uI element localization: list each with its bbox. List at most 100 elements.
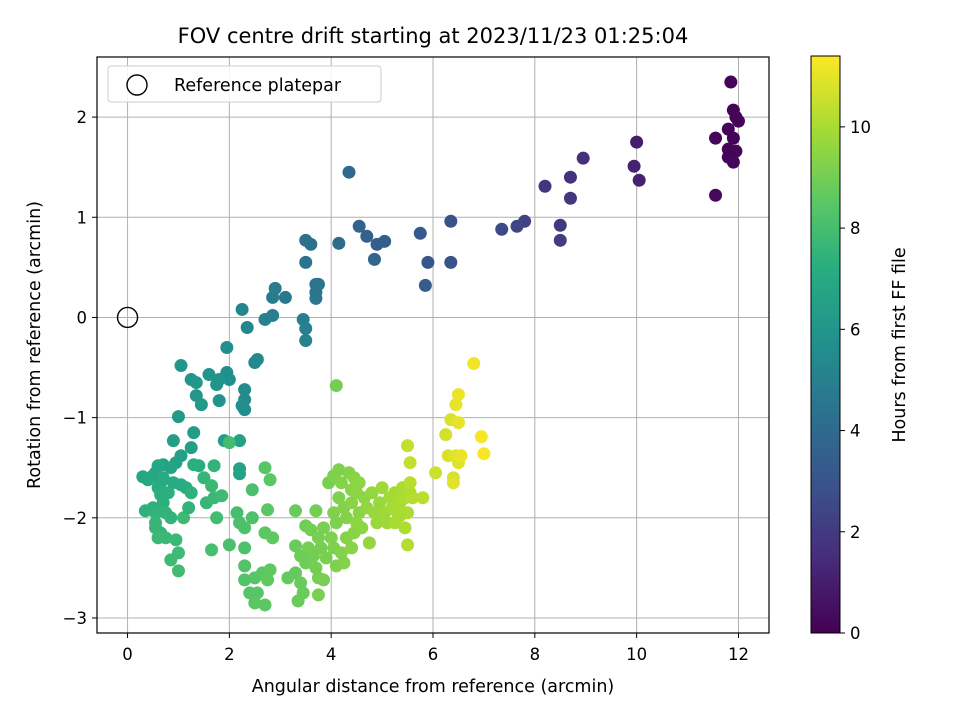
x-tick-label: 12 xyxy=(728,645,749,664)
colorbar-ticks: 0 2 4 6 8 10 xyxy=(840,118,871,643)
data-point xyxy=(156,471,170,485)
x-tick-label: 10 xyxy=(626,645,647,664)
data-point xyxy=(355,521,369,535)
data-point xyxy=(294,576,308,590)
data-point xyxy=(367,506,381,520)
data-point xyxy=(250,586,264,600)
data-point xyxy=(365,486,379,500)
data-point xyxy=(177,511,191,525)
data-point xyxy=(406,491,420,505)
data-point xyxy=(309,504,323,518)
data-point xyxy=(352,219,366,233)
data-point xyxy=(202,368,216,382)
data-point xyxy=(258,461,272,475)
data-point xyxy=(398,521,412,535)
x-tick-label: 4 xyxy=(326,645,337,664)
data-point xyxy=(238,573,252,587)
reference-marker xyxy=(116,306,139,329)
data-point xyxy=(563,191,577,205)
data-point xyxy=(149,506,163,520)
data-point xyxy=(451,388,465,402)
data-point xyxy=(309,291,323,305)
data-point xyxy=(339,511,353,525)
data-point xyxy=(329,379,343,393)
data-point xyxy=(141,473,155,487)
data-point xyxy=(401,439,415,453)
data-point xyxy=(370,237,384,251)
data-point xyxy=(263,563,277,577)
data-point xyxy=(164,461,178,475)
colorbar-tick-label: 4 xyxy=(850,422,861,441)
data-point xyxy=(238,559,252,573)
data-point xyxy=(233,434,247,448)
x-tick-label: 6 xyxy=(428,645,439,664)
data-point xyxy=(215,489,229,503)
data-point xyxy=(220,341,234,355)
data-point xyxy=(451,416,465,430)
y-tick-label: 0 xyxy=(77,308,88,327)
data-point xyxy=(235,302,249,316)
data-point xyxy=(403,456,417,470)
data-point xyxy=(169,533,183,547)
data-point xyxy=(184,486,198,500)
data-point xyxy=(352,476,366,490)
data-point xyxy=(266,290,280,304)
data-point xyxy=(495,222,509,236)
data-point xyxy=(258,598,272,612)
y-axis-ticks: −3 −2 −1 0 1 2 xyxy=(63,108,97,628)
colorbar-tick-label: 6 xyxy=(850,320,861,339)
data-point xyxy=(184,441,198,455)
data-point xyxy=(553,218,567,232)
data-point xyxy=(332,236,346,250)
data-point xyxy=(317,573,331,587)
data-point xyxy=(299,333,313,347)
data-point xyxy=(334,476,348,490)
data-point xyxy=(401,538,415,552)
data-point xyxy=(362,536,376,550)
data-point xyxy=(248,596,262,610)
legend-reference-marker xyxy=(126,74,148,96)
data-point xyxy=(327,506,341,520)
data-point xyxy=(261,573,275,587)
data-point xyxy=(156,496,170,510)
data-point xyxy=(413,226,427,240)
data-point xyxy=(375,481,389,495)
data-point xyxy=(233,467,247,481)
legend: Reference platepar xyxy=(107,65,382,103)
data-point xyxy=(187,426,201,440)
chart-title: FOV centre drift starting at 2023/11/23 … xyxy=(178,24,689,48)
data-points xyxy=(136,75,745,612)
data-point xyxy=(421,255,435,269)
data-point xyxy=(731,114,745,128)
data-point xyxy=(367,252,381,266)
data-point xyxy=(240,320,254,334)
data-point xyxy=(138,504,152,518)
x-tick-label: 8 xyxy=(530,645,541,664)
data-point xyxy=(630,135,644,149)
data-point xyxy=(538,179,552,193)
data-point xyxy=(189,376,203,390)
data-point xyxy=(207,459,221,473)
y-tick-label: 1 xyxy=(77,208,88,227)
data-point xyxy=(709,188,723,202)
data-point xyxy=(238,521,252,535)
data-point xyxy=(724,75,738,89)
data-point xyxy=(332,491,346,505)
data-point xyxy=(194,398,208,412)
data-point xyxy=(314,541,328,555)
data-point xyxy=(345,496,359,510)
legend-box xyxy=(107,65,382,103)
data-point xyxy=(289,539,303,553)
data-point xyxy=(205,479,219,493)
data-point xyxy=(230,506,244,520)
data-point xyxy=(446,476,460,490)
data-point xyxy=(299,255,313,269)
data-point xyxy=(245,511,259,525)
data-point xyxy=(726,155,740,169)
data-point xyxy=(449,398,463,412)
y-axis-label: Rotation from reference (arcmin) xyxy=(25,201,45,489)
data-point xyxy=(248,356,262,370)
data-point xyxy=(416,491,430,505)
data-point xyxy=(278,290,292,304)
